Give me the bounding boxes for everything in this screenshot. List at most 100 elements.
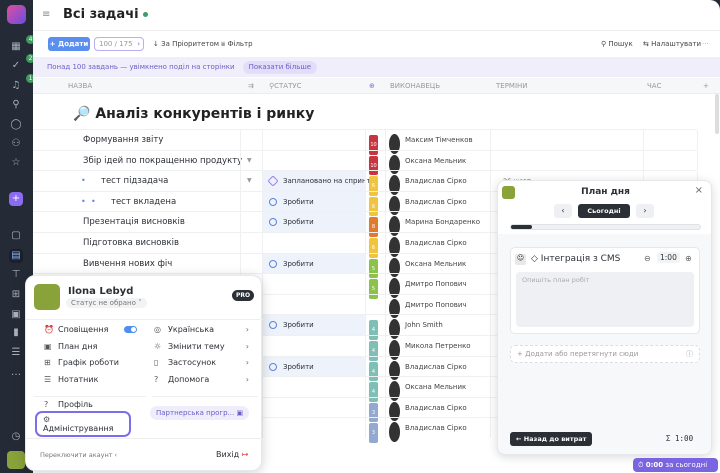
task-name[interactable]: Формування звіту: [83, 135, 164, 145]
status-cell[interactable]: [262, 377, 365, 397]
col-assignee[interactable]: ВИКОНАВЕЦЬ: [390, 82, 441, 90]
settings-button[interactable]: ⇆ Налаштувати: [643, 40, 702, 48]
chevron-down-icon[interactable]: ▼: [247, 177, 252, 185]
priority-sort-icon[interactable]: ⊕: [369, 82, 375, 90]
increase-time-icon[interactable]: ⊕: [685, 254, 692, 263]
priority-badge[interactable]: 4: [369, 320, 378, 340]
status-cell[interactable]: [262, 151, 365, 171]
more-button[interactable]: ···: [702, 40, 709, 48]
subtasks-icon[interactable]: ⇉: [248, 82, 254, 90]
administration-button[interactable]: ⚙Адміністрування: [35, 411, 131, 437]
logout-button[interactable]: Вихід ↦: [216, 450, 248, 459]
workspace-logo[interactable]: [7, 5, 26, 24]
priority-badge[interactable]: 10: [369, 135, 378, 155]
assignee-name[interactable]: Оксана Мельник: [405, 383, 467, 392]
add-icon[interactable]: +: [9, 192, 23, 206]
briefcase-icon[interactable]: ▢: [11, 230, 21, 241]
menu-item-help[interactable]: ? Допомога ›: [154, 375, 249, 384]
menu-item-sun[interactable]: ☼ Змінити тему ›: [154, 342, 249, 351]
show-more-button[interactable]: Показати більше: [242, 61, 318, 74]
priority-badge[interactable]: 4: [369, 361, 378, 382]
close-icon[interactable]: ×: [694, 185, 703, 196]
status-cell[interactable]: [262, 336, 365, 356]
col-time[interactable]: ЧАС: [647, 82, 662, 90]
star-icon[interactable]: ☆: [11, 157, 21, 168]
assignee-name[interactable]: Владислав Сірко: [405, 403, 467, 412]
status-cell[interactable]: Зробити: [262, 191, 365, 212]
table-row[interactable]: • • тест вкладена Зробити 6 Владислав Сірко: [33, 190, 698, 217]
pager[interactable]: 100 / 175 ›: [94, 37, 144, 51]
assignee-name[interactable]: Оксана Мельник: [405, 156, 467, 165]
task-name[interactable]: Підготовка висновків: [83, 238, 179, 248]
more-icon[interactable]: …: [11, 367, 21, 378]
people-board-icon[interactable]: ⊞: [11, 289, 21, 300]
task-name[interactable]: Вивчення нових фіч: [83, 258, 173, 269]
status-cell[interactable]: Заплановано на спринт: [262, 171, 371, 191]
table-row[interactable]: Вивчення нових фіч Зробити 5 Оксана Мельник: [33, 252, 698, 279]
status-cell[interactable]: [262, 130, 365, 150]
task-name[interactable]: тест підзадача: [101, 176, 169, 187]
priority-badge[interactable]: 8: [369, 217, 378, 237]
notifications-toggle[interactable]: [124, 326, 137, 333]
priority-badge[interactable]: 5: [369, 258, 378, 279]
col-terms[interactable]: ТЕРМІНИ: [496, 82, 528, 90]
status-cell[interactable]: Зробити: [262, 315, 365, 335]
timer-icon[interactable]: ◷: [11, 431, 21, 442]
menu-item-alarm[interactable]: ⏰ Сповіщення: [44, 325, 108, 334]
status-cell[interactable]: [262, 233, 365, 253]
users-icon[interactable]: ⚇: [11, 138, 21, 149]
priority-badge[interactable]: 10: [369, 155, 378, 176]
chat-icon[interactable]: ◯: [10, 119, 22, 130]
priority-badge[interactable]: 4: [369, 382, 378, 402]
task-time[interactable]: 1:00: [657, 252, 680, 263]
task-name[interactable]: Презентація висновків: [83, 217, 185, 228]
timer-button[interactable]: ⏱ 0:00 за сьогодні: [633, 458, 718, 472]
table-icon[interactable]: ▤: [9, 249, 23, 263]
back-to-expenses-button[interactable]: ← Назад до витрат: [510, 432, 593, 446]
gantt-icon[interactable]: ☰: [11, 347, 21, 358]
table-row[interactable]: Збір ідей по покращенню продукту ▼ 10 Оксан…: [33, 149, 698, 176]
table-row[interactable]: Зробити 4 Владислав Сірко: [33, 355, 698, 382]
assignee-name[interactable]: Владислав Сірко: [405, 177, 467, 186]
menu-item-schedule[interactable]: ⊞ Графік роботи: [44, 358, 119, 367]
menu-item-notepad[interactable]: ☰ Нотатник: [44, 375, 98, 384]
assignee-name[interactable]: Владислав Сірко: [405, 424, 467, 433]
table-row[interactable]: Формування звіту 10 Максим Тімченков: [33, 129, 698, 155]
today-button[interactable]: Сьогодні: [578, 204, 630, 218]
prev-day-button[interactable]: ‹: [554, 204, 572, 218]
col-name[interactable]: НАЗВА: [68, 82, 93, 90]
bell-icon[interactable]: ♫ 1: [9, 74, 35, 93]
dashboard-icon[interactable]: ▦ 4: [9, 35, 35, 54]
user-avatar[interactable]: [7, 451, 25, 469]
search-button[interactable]: ⚲ Пошук: [601, 40, 633, 48]
task-name[interactable]: Збір ідей по покращенню продукту: [83, 155, 243, 166]
assignee-name[interactable]: Владислав Сірко: [405, 239, 467, 247]
task-name[interactable]: тест вкладена: [111, 196, 177, 207]
priority-badge[interactable]: 3: [369, 423, 378, 443]
filter-button[interactable]: ⩸ Фільтр: [221, 40, 253, 48]
next-page-icon[interactable]: ›: [137, 40, 140, 48]
assignee-name[interactable]: Микола Петренко: [405, 342, 471, 350]
assignee-name[interactable]: Владислав Сірко: [405, 362, 467, 371]
status-cell[interactable]: Зробити: [262, 356, 365, 377]
status-cell[interactable]: [262, 274, 365, 294]
add-column-button[interactable]: +: [703, 82, 709, 90]
status-cell[interactable]: [262, 295, 365, 315]
chevron-down-icon[interactable]: ▼: [247, 156, 252, 164]
assignee-name[interactable]: Максим Тімченков: [405, 136, 473, 144]
search-icon[interactable]: ⚲: [12, 99, 20, 110]
tasks-icon[interactable]: ✓ 2: [9, 54, 35, 73]
status-cell[interactable]: [262, 418, 365, 438]
priority-badge[interactable]: 3: [369, 402, 378, 423]
task-title[interactable]: ◇ Інтеграція з CMS: [531, 254, 621, 264]
chart-icon[interactable]: ▮: [13, 327, 19, 338]
board-icon[interactable]: ⊤: [11, 269, 21, 280]
table-row[interactable]: Підготовка висновків 6 Владислав Сірко: [33, 232, 698, 258]
priority-badge[interactable]: 4: [369, 341, 378, 361]
priority-badge[interactable]: 6: [369, 196, 378, 217]
assignee-name[interactable]: Владислав Сірко: [405, 197, 467, 206]
profile-link[interactable]: ? Профіль: [44, 400, 93, 409]
assignee-name[interactable]: John Smith: [405, 321, 443, 330]
switch-account-button[interactable]: Переключити акаунт ‹: [40, 451, 118, 459]
status-cell[interactable]: Зробити: [262, 253, 365, 274]
